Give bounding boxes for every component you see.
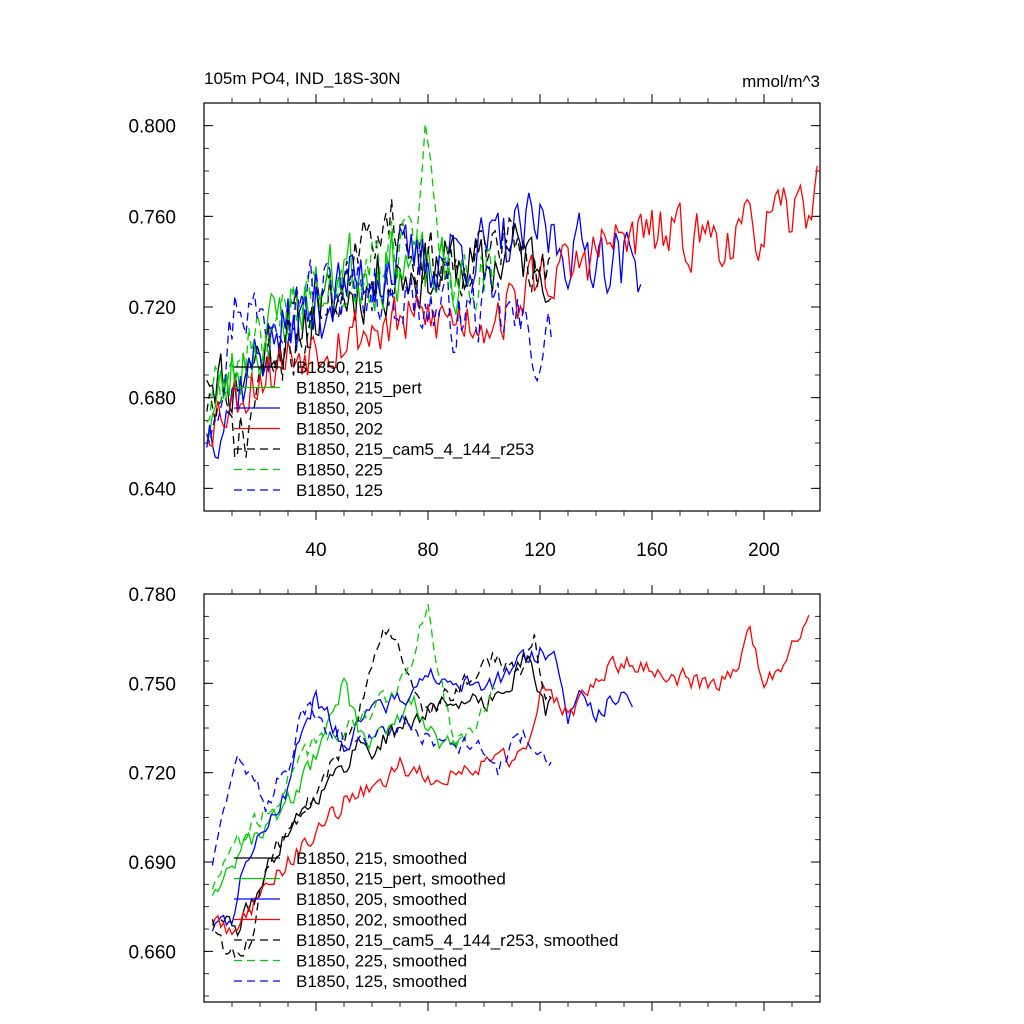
y-tick-label: 0.720 [128, 764, 176, 785]
legend-label: B1850, 225, smoothed [296, 952, 467, 971]
x-tick-label: 120 [524, 540, 556, 561]
legend-label: B1850, 215_pert [296, 379, 422, 398]
series-line-bottom-1 [211, 677, 463, 896]
series-line-top-6 [206, 259, 552, 445]
legend-label: B1850, 205, smoothed [296, 890, 467, 909]
top-chart-units: mmol/m^3 [742, 72, 820, 91]
series-line-top-4 [206, 199, 552, 460]
y-tick-label: 0.750 [128, 674, 176, 695]
legend-label: B1850, 225 [296, 461, 383, 480]
y-tick-label: 0.780 [128, 585, 176, 606]
x-tick-label: 80 [417, 540, 438, 561]
top-panel: 105m PO4, IND_18S-30N mmol/m^3 0.640 0.68… [128, 69, 821, 561]
bottom-legend: B1850, 215, smoothed B1850, 215_pert, smo… [234, 849, 618, 991]
y-tick-label: 0.680 [128, 389, 176, 410]
y-tick-label: 0.800 [128, 117, 176, 138]
series-line-bottom-0 [220, 651, 552, 938]
bottom-axis-ticks: 0.660 0.690 0.720 0.750 0.780 [128, 585, 820, 1011]
legend-label: B1850, 205 [296, 399, 383, 418]
legend-label: B1850, 202 [296, 420, 383, 439]
top-series-lines [206, 123, 818, 460]
x-tick-label: 160 [636, 540, 668, 561]
y-tick-label: 0.760 [128, 207, 176, 228]
legend-label: B1850, 215 [296, 358, 383, 377]
top-chart-title: 105m PO4, IND_18S-30N [204, 69, 401, 88]
series-line-bottom-5 [211, 604, 496, 890]
bottom-series-lines [211, 604, 810, 959]
x-tick-label: 40 [305, 540, 326, 561]
series-line-bottom-3 [211, 614, 810, 936]
series-line-bottom-6 [211, 701, 552, 866]
legend-label: B1850, 215, smoothed [296, 849, 467, 868]
y-tick-label: 0.720 [128, 298, 176, 319]
series-line-bottom-4 [211, 626, 552, 959]
x-tick-label: 200 [748, 540, 780, 561]
series-line-top-5 [206, 123, 496, 423]
legend-label: B1850, 215_cam5_4_144_r253, smoothed [296, 931, 618, 950]
series-line-top-2 [206, 192, 642, 460]
series-line-top-3 [206, 165, 818, 448]
legend-label: B1850, 202, smoothed [296, 911, 467, 930]
y-tick-label: 0.690 [128, 853, 176, 874]
bottom-panel: 0.660 0.690 0.720 0.750 0.780 B1850, 215, sm… [128, 585, 821, 1011]
legend-label: B1850, 215_pert, smoothed [296, 870, 506, 889]
top-axis-ticks: 0.640 0.680 0.720 0.760 0.800 40 80 120 160 200 [128, 94, 820, 561]
legend-label: B1850, 125, smoothed [296, 972, 467, 991]
legend-label: B1850, 125 [296, 481, 383, 500]
y-tick-label: 0.640 [128, 479, 176, 500]
y-tick-label: 0.660 [128, 942, 176, 963]
legend-label: B1850, 215_cam5_4_144_r253 [296, 440, 534, 459]
